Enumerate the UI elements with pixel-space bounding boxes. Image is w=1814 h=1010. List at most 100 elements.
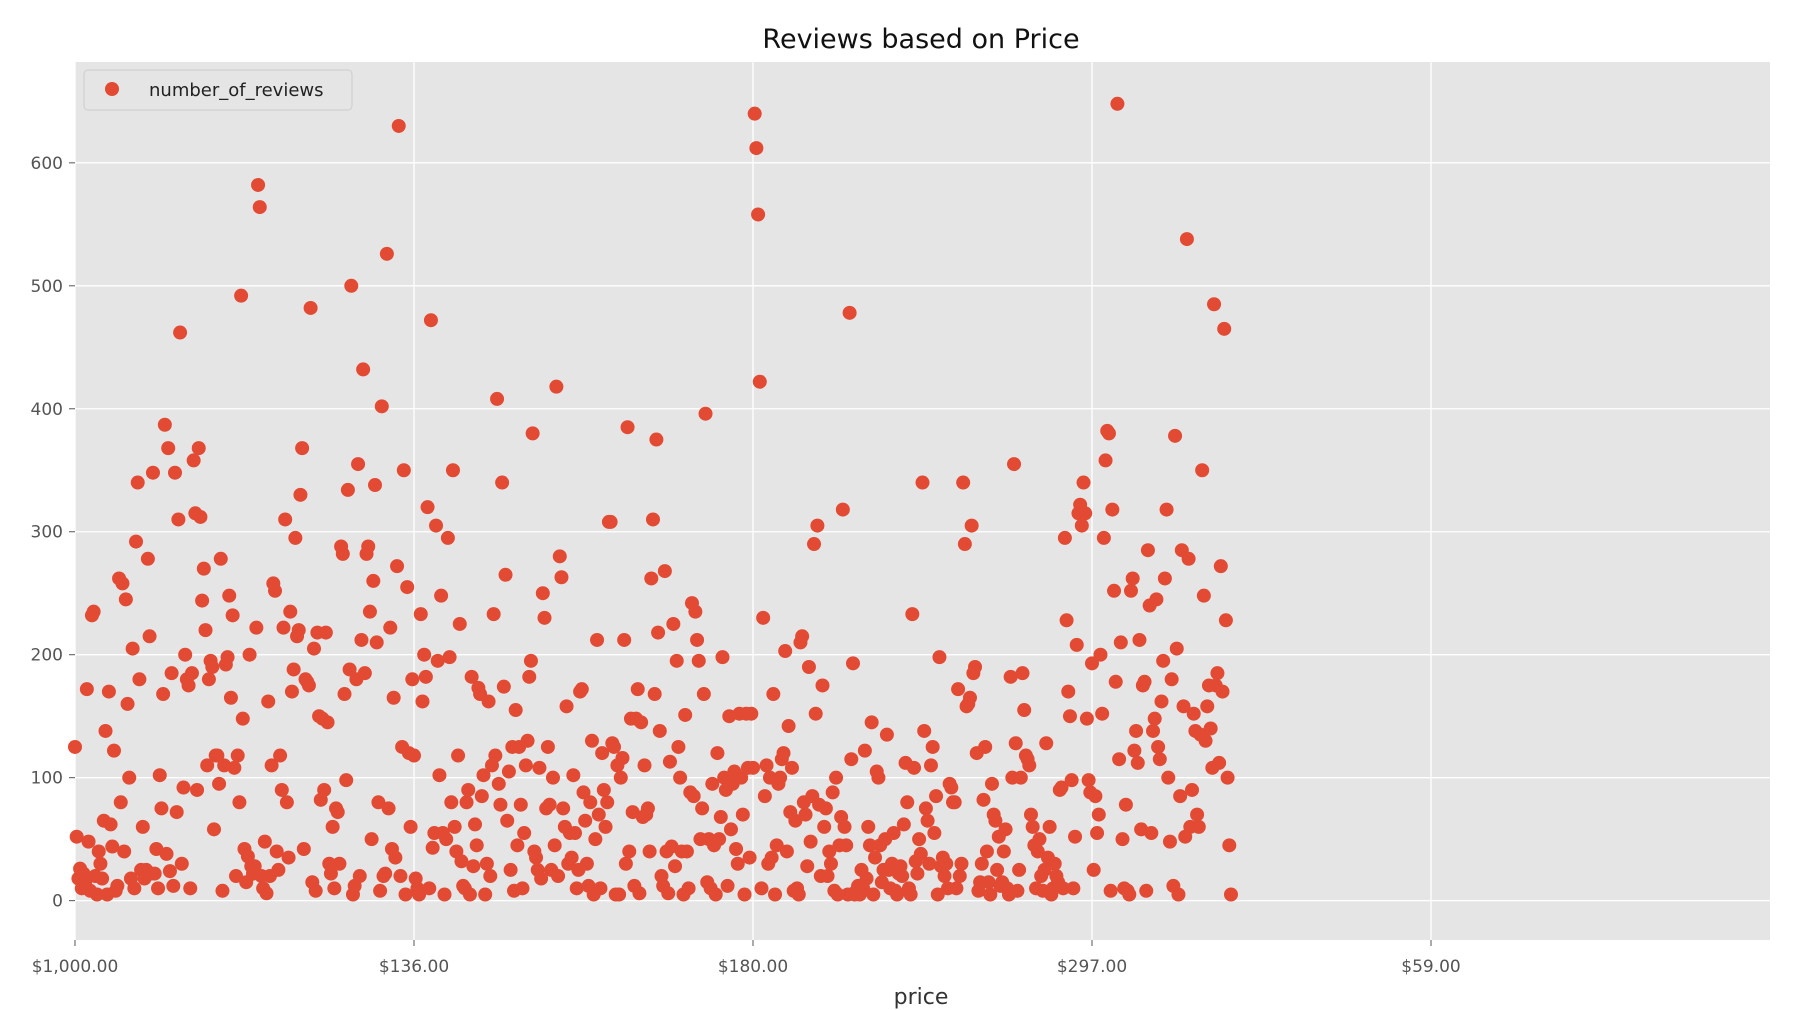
data-point	[344, 278, 359, 293]
data-point	[339, 773, 354, 788]
y-axis-ticks: 0 100 200 300 400 500 600	[31, 154, 75, 912]
data-point	[551, 869, 566, 884]
data-point	[981, 875, 996, 890]
data-point	[306, 641, 321, 656]
data-point	[944, 780, 959, 795]
data-point	[268, 583, 283, 598]
data-point	[373, 883, 388, 898]
data-point	[422, 881, 437, 896]
data-point	[474, 789, 489, 804]
data-point	[479, 856, 494, 871]
data-point	[795, 629, 810, 644]
data-point	[120, 696, 135, 711]
data-point	[552, 549, 567, 564]
data-point	[886, 826, 901, 841]
data-point	[984, 776, 999, 791]
data-point	[486, 607, 501, 622]
data-point	[584, 733, 599, 748]
data-point	[1222, 838, 1237, 853]
data-point	[1017, 703, 1032, 718]
data-point	[235, 711, 250, 726]
data-point	[907, 760, 922, 775]
data-point	[742, 850, 757, 865]
data-point	[595, 746, 610, 761]
data-point	[1144, 826, 1159, 841]
data-point	[105, 839, 120, 854]
data-point	[142, 629, 157, 644]
data-point	[1037, 862, 1052, 877]
data-point	[371, 795, 386, 810]
data-point	[688, 604, 703, 619]
data-point	[962, 690, 977, 705]
data-point	[923, 758, 938, 773]
data-point	[495, 475, 510, 490]
data-point	[939, 856, 954, 871]
data-point	[279, 795, 294, 810]
data-point	[839, 838, 854, 853]
data-point	[483, 869, 498, 884]
data-point	[746, 760, 760, 775]
data-point	[1154, 694, 1169, 709]
data-point	[574, 682, 589, 697]
data-point	[661, 886, 676, 901]
y-tick-label: 200	[31, 646, 63, 666]
data-point	[844, 752, 859, 767]
data-point	[1137, 674, 1152, 689]
data-point	[1079, 711, 1094, 726]
data-point	[145, 465, 160, 480]
data-point	[1068, 829, 1083, 844]
data-point	[81, 834, 96, 849]
data-point	[369, 635, 384, 650]
data-point	[1127, 743, 1142, 758]
data-point	[1185, 782, 1200, 797]
x-axis-ticks: $1,000.00 $136.00 $180.00 $297.00 $59.00	[32, 940, 1461, 977]
data-point	[593, 881, 608, 896]
y-tick-label: 500	[31, 277, 63, 297]
data-point	[430, 653, 445, 668]
data-point	[361, 539, 376, 554]
data-point	[947, 795, 962, 810]
data-point	[640, 801, 655, 816]
data-point	[249, 620, 264, 635]
data-point	[866, 887, 881, 902]
data-point	[612, 887, 627, 902]
data-points	[68, 96, 1238, 902]
data-point	[895, 869, 910, 884]
data-point	[93, 856, 108, 871]
data-point	[227, 760, 242, 775]
data-point	[861, 819, 876, 834]
data-point	[1032, 832, 1047, 847]
data-point	[491, 776, 506, 791]
data-point	[801, 660, 816, 675]
data-point	[1196, 588, 1211, 603]
data-point	[1195, 463, 1210, 478]
data-point	[442, 650, 457, 665]
data-point	[1161, 770, 1176, 785]
data-point	[1191, 819, 1206, 834]
data-point	[1186, 706, 1201, 721]
data-point	[447, 819, 462, 834]
data-point	[388, 850, 403, 865]
data-point	[257, 834, 272, 849]
data-point	[545, 770, 560, 785]
data-point	[193, 509, 208, 524]
data-point	[657, 564, 672, 579]
data-point	[708, 887, 723, 902]
data-point	[1023, 807, 1038, 822]
data-point	[730, 856, 745, 871]
data-point	[1164, 672, 1179, 687]
data-point	[520, 733, 535, 748]
data-point	[837, 819, 852, 834]
data-point	[979, 844, 994, 859]
data-point	[464, 669, 479, 684]
data-point	[130, 475, 145, 490]
data-point	[242, 647, 257, 662]
data-point	[1118, 797, 1133, 812]
data-point	[1113, 635, 1128, 650]
data-point	[174, 856, 189, 871]
data-point	[715, 650, 730, 665]
data-point	[171, 512, 186, 527]
data-point	[1098, 453, 1113, 468]
data-point	[769, 838, 784, 853]
data-point	[556, 801, 571, 816]
